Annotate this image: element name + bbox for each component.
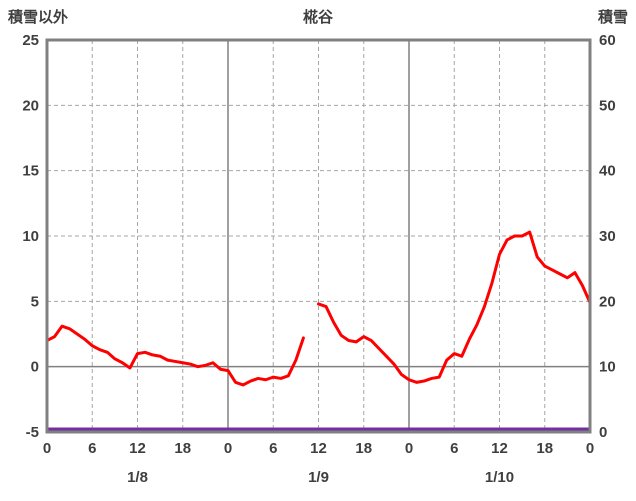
x-hour-tick-label: 6 — [450, 440, 458, 457]
y-left-tick-label: -5 — [26, 424, 39, 441]
series-line-left — [45, 324, 305, 387]
y-left-tick-label: 0 — [31, 359, 39, 376]
y-right-tick-label: 40 — [599, 163, 616, 180]
y-left-tick-label: 10 — [22, 228, 39, 245]
x-hour-tick-label: 12 — [129, 440, 146, 457]
x-hour-tick-label: 18 — [174, 440, 191, 457]
x-hour-tick-label: 0 — [43, 440, 51, 457]
x-hour-tick-label: 18 — [536, 440, 553, 457]
series-line-left — [317, 230, 592, 384]
x-hour-tick-label: 6 — [269, 440, 277, 457]
y-right-tick-label: 60 — [599, 32, 616, 49]
x-hour-tick-label: 12 — [310, 440, 327, 457]
y-right-tick-label: 20 — [599, 293, 616, 310]
x-date-label: 1/9 — [308, 469, 329, 486]
y-left-tick-label: 15 — [22, 163, 39, 180]
y-left-tick-label: 5 — [31, 293, 39, 310]
x-hour-tick-label: 12 — [491, 440, 508, 457]
left-axis-title: 積雪以外 — [8, 9, 69, 26]
x-hour-tick-label: 0 — [586, 440, 594, 457]
right-axis-title: 積雪 — [597, 9, 628, 26]
x-date-label: 1/10 — [485, 469, 514, 486]
y-left-tick-label: 20 — [22, 97, 39, 114]
chart-title: 椛谷 — [302, 9, 333, 26]
x-hour-tick-label: 6 — [88, 440, 96, 457]
x-date-label: 1/8 — [127, 469, 148, 486]
y-left-tick-label: 25 — [22, 32, 39, 49]
y-right-tick-label: 10 — [599, 359, 616, 376]
x-hour-tick-label: 0 — [224, 440, 232, 457]
y-right-tick-label: 0 — [599, 424, 607, 441]
x-hour-tick-label: 0 — [405, 440, 413, 457]
x-hour-tick-label: 18 — [355, 440, 372, 457]
y-right-tick-label: 50 — [599, 97, 616, 114]
plot-border — [45, 38, 592, 434]
y-right-tick-label: 30 — [599, 228, 616, 245]
